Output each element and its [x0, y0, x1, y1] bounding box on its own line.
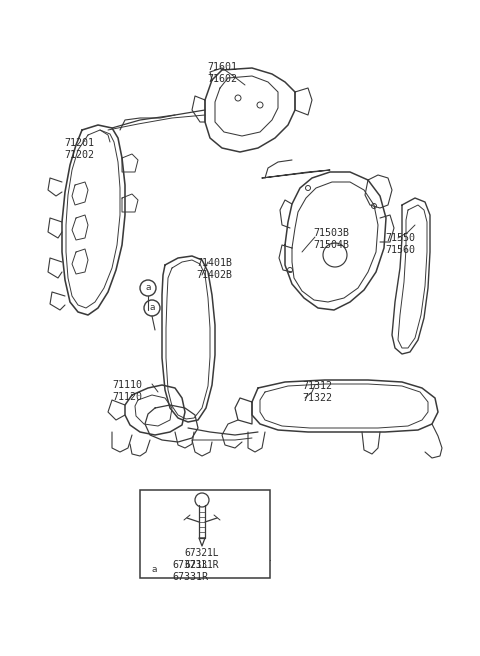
Text: 71110
71120: 71110 71120 [112, 380, 142, 401]
Text: 71550
71560: 71550 71560 [385, 233, 415, 255]
Text: 67321L
67331R: 67321L 67331R [172, 560, 208, 582]
Text: 71601
71602: 71601 71602 [207, 62, 237, 83]
Text: 71312
71322: 71312 71322 [302, 381, 332, 403]
Text: a: a [151, 565, 157, 573]
Text: a: a [145, 283, 151, 293]
Text: a: a [149, 304, 155, 312]
Text: 71503B
71504B: 71503B 71504B [313, 228, 349, 249]
Text: 71201
71202: 71201 71202 [64, 138, 94, 159]
Text: 71401B
71402B: 71401B 71402B [196, 258, 232, 279]
Bar [140, 490, 270, 578]
Text: 67321L
67331R: 67321L 67331R [185, 548, 219, 569]
